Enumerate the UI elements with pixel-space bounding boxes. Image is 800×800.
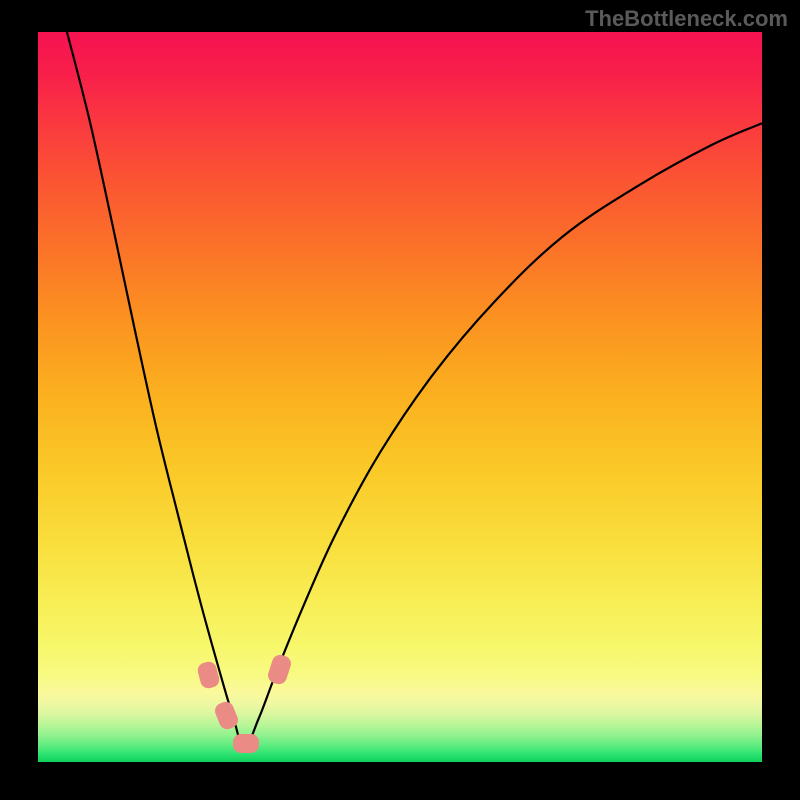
plot-area [38, 32, 762, 762]
watermark-text: TheBottleneck.com [585, 6, 788, 32]
chart-container: { "watermark": { "text": "TheBottleneck.… [0, 0, 800, 800]
bottleneck-curve [38, 32, 762, 762]
curve-marker [233, 734, 259, 753]
